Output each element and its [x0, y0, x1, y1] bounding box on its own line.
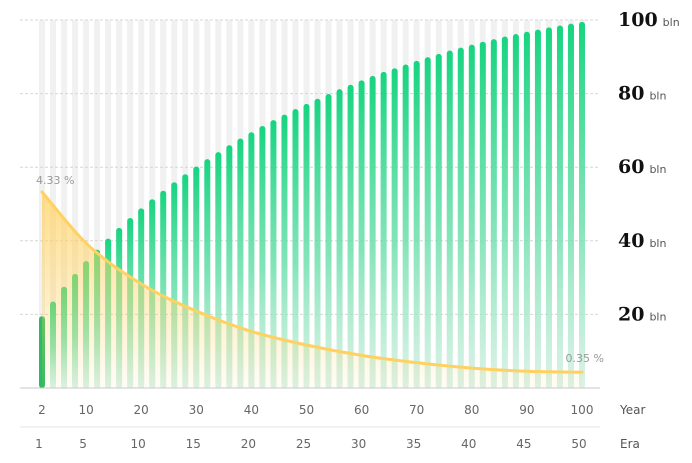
era-tick-35: 35 [406, 437, 421, 451]
y-tick-label-20: 20 bln [618, 303, 666, 325]
year-tick-10: 10 [78, 403, 93, 417]
rate-area [42, 192, 582, 388]
supply-bar-year-60 [358, 80, 365, 389]
year-tick-50: 50 [299, 403, 314, 417]
year-tick-60: 60 [354, 403, 369, 417]
rate-curve [40, 190, 584, 374]
era-tick-45: 45 [516, 437, 531, 451]
supply-bar-year-42 [259, 125, 266, 388]
supply-bar-year-56 [336, 89, 343, 389]
era-tick-15: 15 [186, 437, 201, 451]
supply-bar-year-86 [501, 36, 508, 389]
supply-bar-year-58 [347, 84, 354, 388]
supply-bar-year-70 [413, 60, 420, 389]
supply-bar-year-38 [237, 138, 244, 388]
y-tick-label-60: 60 bln [618, 156, 666, 178]
supply-bar-year-64 [380, 71, 387, 388]
y-tick-label-40: 40 bln [618, 230, 666, 252]
era-tick-20: 20 [241, 437, 256, 451]
supply-bar-year-52 [314, 98, 321, 388]
supply-bar-year-68 [402, 64, 409, 388]
era-tick-40: 40 [461, 437, 476, 451]
era-tick-10: 10 [131, 437, 146, 451]
year-tick-100: 100 [571, 403, 594, 417]
year-tick-80: 80 [464, 403, 479, 417]
supply-bar-year-72 [424, 57, 431, 388]
rate-end-label: 0.35 % [566, 352, 604, 365]
supply-bar-year-76 [446, 50, 453, 388]
supply-bar-year-46 [281, 114, 288, 389]
era-tick-30: 30 [351, 437, 366, 451]
year-tick-70: 70 [409, 403, 424, 417]
supply-bar-year-78 [457, 47, 464, 388]
era-tick-5: 5 [79, 437, 87, 451]
supply-bar-year-48 [292, 109, 299, 388]
supply-bar-year-90 [523, 31, 530, 388]
rate-start-label: 4.33 % [36, 174, 74, 187]
supply-bar-year-40 [248, 132, 255, 388]
supply-bar-year-88 [512, 33, 519, 388]
supply-bar-year-54 [325, 93, 332, 388]
year-tick-40: 40 [244, 403, 259, 417]
supply-bar-year-92 [534, 29, 541, 389]
supply-bar-year-82 [479, 41, 486, 388]
year-axis-label: Year [619, 403, 645, 417]
year-tick-2: 2 [38, 403, 46, 417]
year-tick-90: 90 [519, 403, 534, 417]
year-tick-20: 20 [134, 403, 149, 417]
supply-bar-year-94 [545, 27, 552, 389]
rate-curve-group: 4.33 % 0.35 % [36, 174, 604, 388]
supply-bar-year-98 [567, 23, 574, 389]
y-axis: 20 bln 40 bln 60 bln 80 bln 100 bln [618, 9, 680, 325]
year-tick-30: 30 [189, 403, 204, 417]
supply-bar-year-66 [391, 68, 398, 388]
supply-bar-group [39, 21, 585, 389]
supply-bar-year-80 [468, 44, 475, 388]
supply-bar-year-74 [435, 53, 442, 389]
supply-bar-year-62 [369, 75, 376, 388]
y-tick-label-100: 100 bln [618, 9, 680, 31]
supply-bar-year-84 [490, 39, 497, 389]
supply-bar-year-100 [579, 21, 585, 389]
y-tick-label-80: 80 bln [618, 83, 666, 105]
era-tick-1: 1 [35, 437, 43, 451]
supply-bar-year-96 [556, 25, 563, 389]
supply-bar-year-44 [270, 120, 277, 388]
era-axis-label: Era [620, 437, 640, 451]
era-tick-50: 50 [571, 437, 586, 451]
supply-bar-year-50 [303, 103, 310, 389]
era-tick-25: 25 [296, 437, 311, 451]
